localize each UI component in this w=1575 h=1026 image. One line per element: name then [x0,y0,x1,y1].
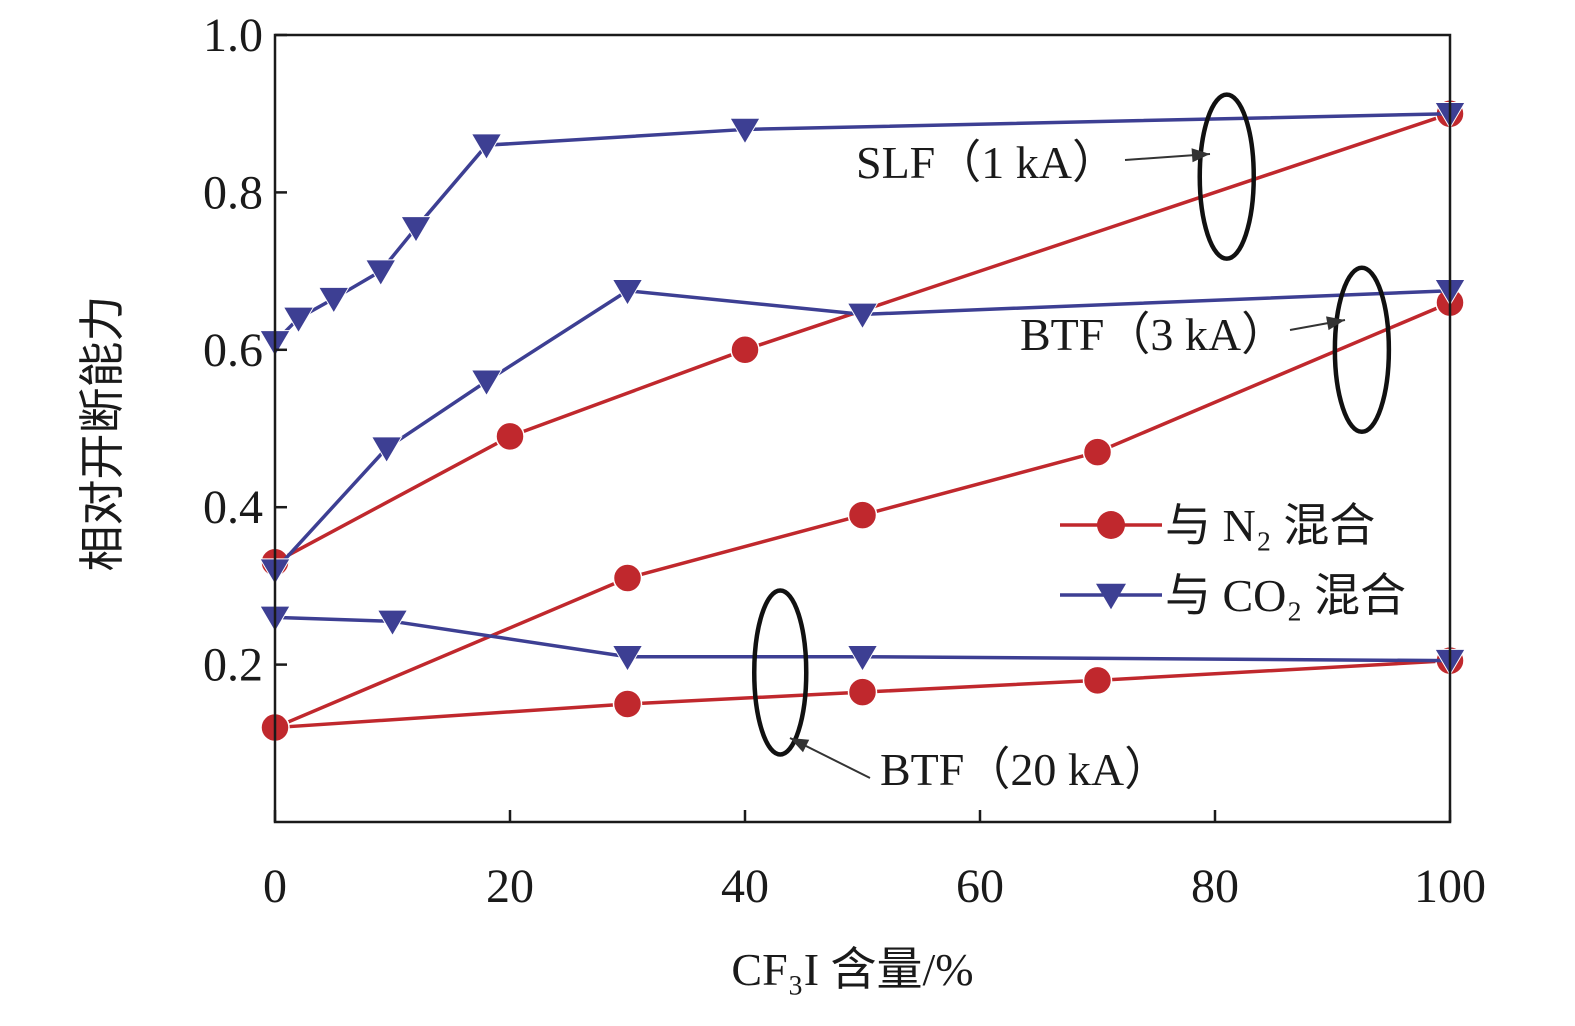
data-point [470,369,503,397]
data-point [846,302,879,330]
series-line [274,112,1451,564]
data-point [370,436,403,464]
data-point [364,259,397,287]
x-tick-label: 20 [486,860,534,913]
x-tick-label: 0 [263,860,287,913]
annotation-0: SLF（1 kA） [856,92,1256,261]
annotation-2: BTF（20 kA） [752,588,1170,795]
arrow-head [1326,316,1345,331]
data-point [376,609,409,637]
data-point [846,644,879,672]
data-point [847,677,878,707]
plot-frame [273,33,1452,824]
series-line [273,289,1451,572]
y-tick-label: 0.6 [203,324,263,377]
group-ellipse [1197,92,1256,261]
data-point [611,644,644,672]
annotation-layer: SLF（1 kA） BTF（3 kA） BTF（20 kA） [752,92,1392,795]
legend-label: 与 N₂ 混合 [1165,500,1375,551]
legend-item-1: 与 CO₂ 混合 [1060,570,1406,621]
data-point [400,216,432,244]
y-axis-title: 相对开断能力 [77,296,128,572]
annotation-label: BTF（3 kA） [1020,309,1287,360]
y-tick-label: 0.8 [203,166,263,219]
y-tick-label: 1.0 [203,9,263,62]
data-point [612,563,643,593]
annotation-label: BTF（20 kA） [880,744,1170,795]
series-co2-1 [259,101,1466,358]
axes-layer: 0 20 40 60 80 100 0.2 0.4 0.6 0.8 1.0 CF₃I 含量/% 相对开断… [77,9,1486,995]
data-point [470,133,503,161]
data-point [282,306,315,334]
group-ellipse [1332,265,1392,435]
data-point [495,421,525,452]
y-tick-label: 0.2 [203,639,263,692]
arrow-head [790,738,810,753]
annotation-1: BTF（3 kA） [1020,265,1392,435]
y-tick-label: 0.4 [203,481,263,534]
data-point [612,689,643,719]
annotation-label: SLF（1 kA） [856,137,1118,188]
plot-layer [259,98,1466,743]
data-point [1082,437,1113,467]
legend-item-0: 与 N₂ 混合 [1060,500,1375,551]
legend-marker [1097,511,1125,539]
data-point [317,286,350,314]
legend: 与 N₂ 混合与 CO₂ 混合 [1060,500,1406,621]
legend-label: 与 CO₂ 混合 [1165,570,1406,621]
x-tick-label: 40 [721,860,769,913]
data-point [847,500,878,530]
group-ellipse [752,588,809,757]
data-point [730,335,760,365]
x-tick-label: 60 [956,860,1004,913]
legend-marker [1096,583,1126,610]
data-point [729,117,761,145]
x-tick-label: 100 [1414,860,1486,913]
data-point [1082,665,1113,696]
data-point [611,279,644,307]
x-tick-label: 80 [1191,860,1239,913]
x-axis-title: CF₃I 含量/% [731,944,973,995]
series-co2-3 [259,279,1466,586]
arrow-head [1191,148,1210,163]
